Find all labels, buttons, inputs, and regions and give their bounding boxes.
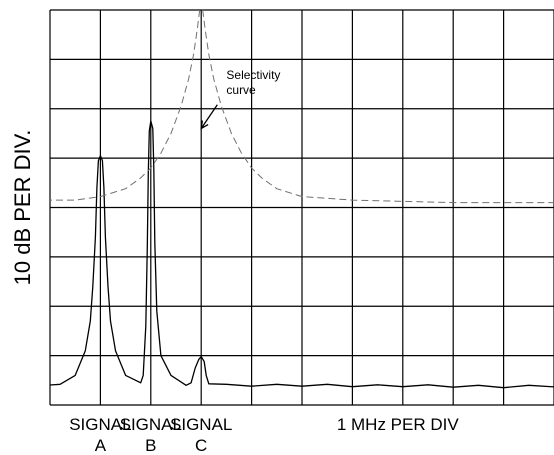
signal-spectrum-line bbox=[50, 120, 554, 389]
signal-label-line2: B bbox=[145, 436, 156, 455]
signal-label-line2: C bbox=[195, 436, 207, 455]
signal-label-line1: SIGNAL bbox=[170, 415, 232, 434]
selectivity-curve-line bbox=[50, 8, 554, 204]
signal-labels: SIGNAL A SIGNAL B SIGNAL C bbox=[69, 415, 232, 455]
annotation-arrow bbox=[200, 104, 218, 130]
signal-label-line1: SIGNAL bbox=[120, 415, 182, 434]
selectivity-annotation: Selectivity curve bbox=[200, 68, 280, 130]
annotation-label-line1: Selectivity bbox=[226, 68, 280, 82]
plot-grid bbox=[49, 9, 554, 406]
signal-label-line2: A bbox=[95, 436, 107, 455]
y-axis-label: 10 dB PER DIV. bbox=[10, 130, 35, 286]
x-axis-label: 1 MHz PER DIV bbox=[337, 415, 460, 434]
annotation-label-line2: curve bbox=[226, 83, 256, 97]
plot-curves bbox=[50, 8, 554, 389]
signal-label-line1: SIGNAL bbox=[69, 415, 131, 434]
